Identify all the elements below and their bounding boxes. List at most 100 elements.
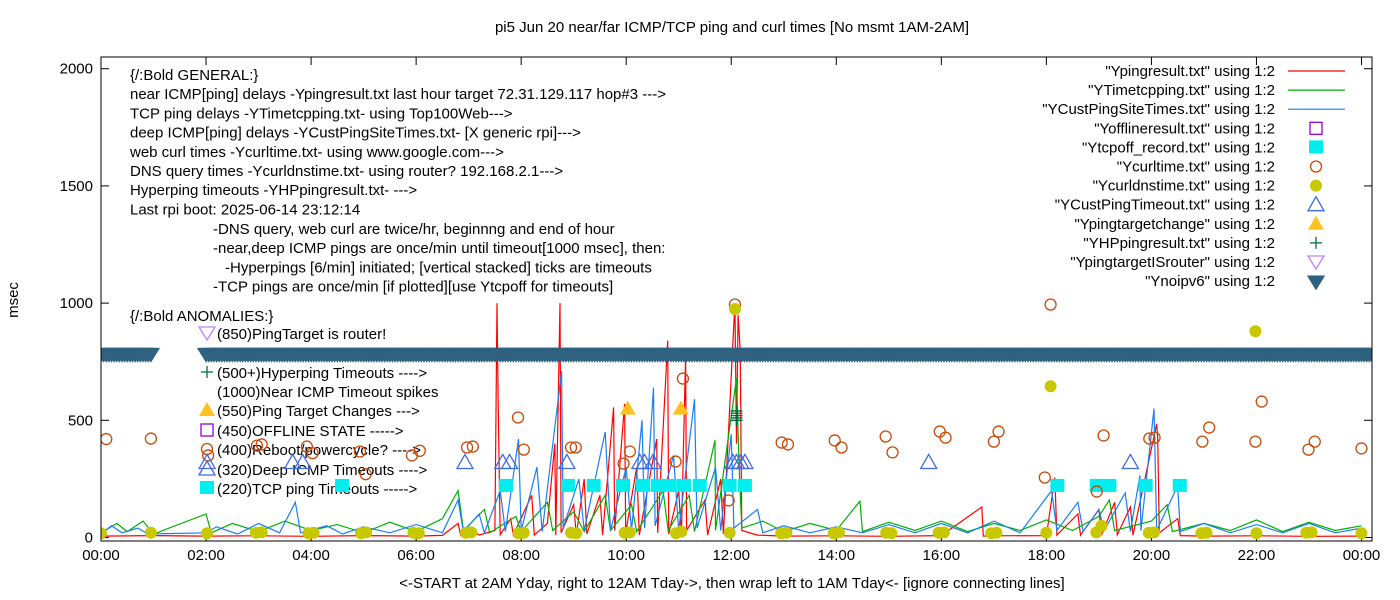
anomaly-label: (1000)Near ICMP Timeout spikes xyxy=(217,384,438,401)
data-point xyxy=(669,455,682,468)
legend-label: "Ypingtargetchange" using 1:2 xyxy=(1074,216,1275,233)
legend-label: "YHPpingresult.txt" using 1:2 xyxy=(1083,235,1275,252)
x-axis-label: <-START at 2AM Yday, right to 12AM Tday-… xyxy=(399,575,1064,592)
legend-open-square-icon xyxy=(1309,121,1323,135)
data-point xyxy=(636,478,651,492)
data-point xyxy=(1302,443,1315,456)
data-point xyxy=(676,478,691,492)
data-point xyxy=(623,445,637,458)
data-point xyxy=(201,449,215,462)
data-point xyxy=(1090,485,1103,498)
data-point xyxy=(672,400,689,415)
annotation-note-line: -Hyperpings [6/min] initiated; [vertical… xyxy=(225,259,652,276)
data-point xyxy=(466,440,479,453)
legend-label: "Ynoipv6" using 1:2 xyxy=(1145,273,1275,290)
legend-label: "Ycurltime.txt" using 1:2 xyxy=(1117,159,1275,176)
legend-filled-circle-icon xyxy=(1310,179,1322,192)
data-point xyxy=(1121,453,1140,470)
data-point xyxy=(250,439,264,452)
x-tick-label: 20:00 xyxy=(1133,547,1171,564)
series-5 xyxy=(101,298,1368,507)
annotation-note-line: -DNS query, web curl are twice/hr, begin… xyxy=(213,221,615,238)
legend-label: "Ytcpoff_record.txt" using 1:2 xyxy=(1082,139,1275,156)
annotation-general-line: DNS query times -Ycurldnstime.txt- using… xyxy=(130,163,563,180)
data-point xyxy=(990,526,1003,539)
x-tick-label: 04:00 xyxy=(292,547,330,564)
annotation-note-line: -TCP pings are once/min [if plotted][use… xyxy=(213,279,613,296)
data-point xyxy=(255,526,268,539)
data-point xyxy=(723,526,736,539)
data-point xyxy=(662,478,677,492)
data-point xyxy=(586,478,601,492)
data-point xyxy=(886,446,899,459)
data-point xyxy=(560,478,575,492)
y-axis-label: msec xyxy=(5,282,22,318)
data-point xyxy=(101,527,107,540)
data-point xyxy=(722,494,735,507)
data-point xyxy=(781,438,795,451)
anomaly-label: (450)OFFLINE STATE -----> xyxy=(217,423,404,440)
data-point xyxy=(780,526,793,539)
data-point xyxy=(1138,478,1153,492)
series-line xyxy=(101,371,1362,535)
legend-label: "YCustPingSiteTimes.txt" using 1:2 xyxy=(1042,101,1275,118)
x-tick-label: 00:00 xyxy=(1343,547,1381,564)
anomaly-open-down-triangle-icon xyxy=(197,326,217,342)
x-tick-label: 02:00 xyxy=(187,547,225,564)
legend-down-triangle-icon xyxy=(1306,275,1326,291)
data-point xyxy=(1355,527,1368,540)
data-point xyxy=(511,411,525,424)
legend-plus-icon xyxy=(1310,236,1322,249)
series-9 xyxy=(730,404,743,427)
anomaly-label: (220)TCP ping Timeouts -----> xyxy=(217,481,417,498)
data-point xyxy=(1044,380,1057,393)
x-tick-label: 10:00 xyxy=(607,547,645,564)
data-point xyxy=(335,478,350,492)
legend-open-triangle-icon xyxy=(1306,195,1326,212)
legend-label: "Yofflineresult.txt" using 1:2 xyxy=(1094,120,1275,137)
data-point xyxy=(987,435,1001,448)
data-point xyxy=(730,404,743,417)
y-tick-label: 1500 xyxy=(60,178,93,195)
data-point xyxy=(879,430,892,443)
data-point xyxy=(1143,432,1156,445)
data-point xyxy=(1249,435,1262,448)
series-line xyxy=(101,378,1362,535)
data-point xyxy=(201,527,214,540)
data-point xyxy=(144,526,157,539)
legend-label: "YpingtargetISrouter" using 1:2 xyxy=(1070,254,1275,271)
data-point xyxy=(623,526,636,539)
series-4 xyxy=(335,478,1187,492)
series-11 xyxy=(101,347,1372,363)
anomaly-label: (550)Ping Target Changes ---> xyxy=(217,403,420,420)
data-point xyxy=(737,478,752,492)
y-tick-label: 500 xyxy=(68,412,93,429)
annotations: {/:Bold GENERAL:} near ICMP[ping] delays … xyxy=(129,67,666,498)
legend: "Ypingresult.txt" using 1:2 "YTimetcpping… xyxy=(1042,63,1345,291)
legend-filled-square-icon xyxy=(1309,140,1323,154)
data-point xyxy=(500,453,519,470)
data-point xyxy=(885,527,898,540)
legend-filled-triangle-icon xyxy=(1308,215,1324,230)
annotation-anomalies-title: {/:Bold ANOMALIES:} xyxy=(130,308,273,325)
x-tick-label: 22:00 xyxy=(1238,547,1276,564)
y-tick-label: 0 xyxy=(85,529,93,546)
annotation-general-line: Hyperping timeouts -YHPpingresult.txt- -… xyxy=(130,182,417,199)
data-point xyxy=(293,453,312,470)
data-point xyxy=(722,478,737,492)
data-point xyxy=(360,526,373,539)
chart-title: pi5 Jun 20 near/far ICMP/TCP ping and cu… xyxy=(495,19,969,36)
data-point xyxy=(564,441,578,454)
annotation-note-line: -near,deep ICMP pings are once/min until… xyxy=(213,240,665,257)
legend-label: "YCustPingTimeout.txt" using 1:2 xyxy=(1055,197,1275,214)
data-point xyxy=(460,441,474,454)
data-point xyxy=(557,453,576,470)
data-point xyxy=(359,468,372,481)
data-point xyxy=(144,432,158,445)
data-point xyxy=(353,445,367,458)
data-point xyxy=(735,453,755,470)
data-point xyxy=(1200,526,1213,539)
anomaly-filled-square-icon xyxy=(200,481,214,494)
annotation-general-line: TCP ping delays -YTimetcpping.txt- using… xyxy=(130,105,513,122)
